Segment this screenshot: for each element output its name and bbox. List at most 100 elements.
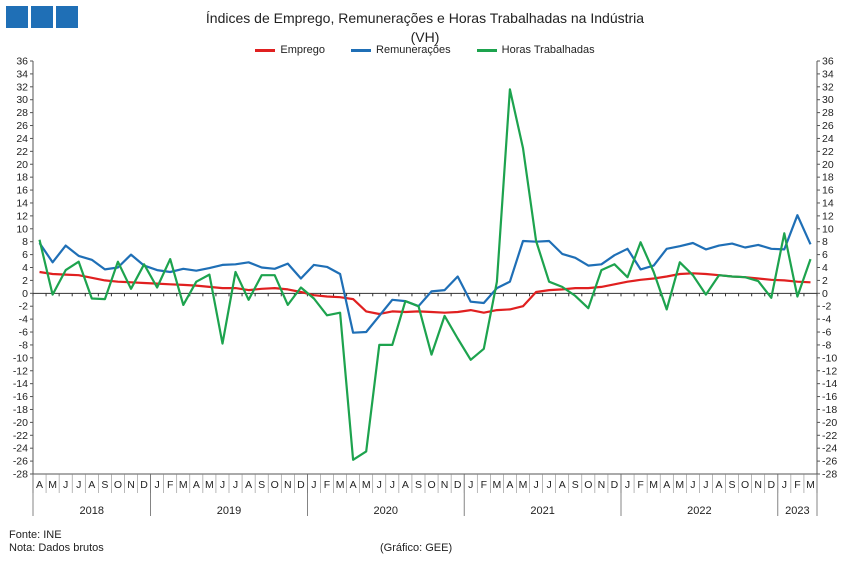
- y-tick-label-left: -20: [13, 417, 28, 429]
- month-tick-label: D: [140, 479, 148, 491]
- month-tick-label: M: [48, 479, 57, 491]
- legend-label: Horas Trabalhadas: [501, 44, 595, 56]
- month-tick-label: A: [663, 479, 670, 491]
- y-tick-label-left: -8: [19, 339, 28, 351]
- month-tick-label: N: [284, 479, 292, 491]
- logo: [6, 6, 78, 28]
- month-tick-label: M: [649, 479, 658, 491]
- month-tick-label: D: [297, 479, 305, 491]
- month-tick-label: S: [101, 479, 108, 491]
- y-tick-label-right: 28: [822, 107, 834, 119]
- y-tick-label-right: 22: [822, 146, 834, 158]
- month-tick-label: J: [155, 479, 160, 491]
- y-tick-label-left: 22: [16, 146, 28, 158]
- y-tick-label-right: 14: [822, 197, 834, 209]
- y-tick-label-right: 4: [822, 262, 828, 274]
- month-tick-label: J: [220, 479, 225, 491]
- y-tick-label-right: -22: [822, 430, 837, 442]
- logo-square-2: [31, 6, 53, 28]
- year-label: 2022: [687, 505, 711, 517]
- month-tick-label: D: [454, 479, 462, 491]
- legend-label: Remunerações: [376, 44, 451, 56]
- month-tick-label: O: [584, 479, 592, 491]
- month-tick-label: J: [377, 479, 382, 491]
- y-tick-label-left: 36: [16, 56, 28, 68]
- y-tick-label-left: -6: [19, 327, 28, 339]
- y-tick-label-right: -10: [822, 352, 837, 364]
- month-tick-label: N: [598, 479, 606, 491]
- month-tick-label: J: [63, 479, 68, 491]
- y-tick-label-right: 24: [822, 133, 834, 145]
- month-tick-label: M: [675, 479, 684, 491]
- y-tick-label-left: -18: [13, 404, 28, 416]
- month-tick-label: J: [76, 479, 81, 491]
- month-tick-label: F: [637, 479, 643, 491]
- y-tick-label-left: -22: [13, 430, 28, 442]
- month-tick-label: M: [362, 479, 371, 491]
- month-tick-label: J: [468, 479, 473, 491]
- year-label: 2020: [374, 505, 398, 517]
- month-tick-label: M: [806, 479, 815, 491]
- y-tick-label-left: 6: [22, 249, 28, 261]
- credit-note: (Gráfico: GEE): [380, 542, 453, 554]
- month-tick-label: D: [767, 479, 775, 491]
- legend-item: Remunerações: [351, 44, 451, 56]
- y-tick-label-left: -28: [13, 469, 28, 481]
- month-tick-label: O: [741, 479, 749, 491]
- y-tick-label-right: 16: [822, 185, 834, 197]
- month-tick-label: F: [324, 479, 330, 491]
- y-tick-label-left: -24: [13, 443, 28, 455]
- source-note: Fonte: INE: [9, 529, 62, 541]
- y-tick-label-left: 32: [16, 81, 28, 93]
- month-tick-label: J: [690, 479, 695, 491]
- y-tick-label-left: 28: [16, 107, 28, 119]
- y-tick-label-left: 4: [22, 262, 28, 274]
- y-tick-label-right: -20: [822, 417, 837, 429]
- month-tick-label: S: [729, 479, 736, 491]
- y-tick-label-left: 8: [22, 236, 28, 248]
- y-tick-label-right: -12: [822, 365, 837, 377]
- y-tick-label-left: -16: [13, 391, 28, 403]
- year-label: 2019: [217, 505, 241, 517]
- y-tick-label-right: 6: [822, 249, 828, 261]
- year-label: 2018: [80, 505, 104, 517]
- month-tick-label: F: [167, 479, 173, 491]
- legend-swatch: [351, 48, 372, 52]
- y-tick-label-left: 2: [22, 275, 28, 287]
- y-tick-label-right: -26: [822, 456, 837, 468]
- legend-label: Emprego: [280, 44, 326, 56]
- y-tick-label-right: 34: [822, 68, 834, 80]
- y-tick-label-right: 30: [822, 94, 834, 106]
- series-line-emprego: [39, 270, 811, 316]
- month-tick-label: D: [611, 479, 619, 491]
- month-tick-label: S: [258, 479, 265, 491]
- y-tick-label-right: -24: [822, 443, 837, 455]
- legend-item: Emprego: [255, 44, 325, 56]
- y-tick-label-right: -2: [822, 301, 831, 313]
- month-tick-label: A: [559, 479, 566, 491]
- month-tick-label: M: [336, 479, 345, 491]
- y-tick-label-left: 20: [16, 159, 28, 171]
- month-tick-label: A: [193, 479, 200, 491]
- month-tick-label: A: [245, 479, 252, 491]
- legend: Emprego Remunerações Horas Trabalhadas: [0, 44, 850, 56]
- y-tick-label-right: -16: [822, 391, 837, 403]
- month-tick-label: N: [441, 479, 449, 491]
- month-tick-label: J: [533, 479, 538, 491]
- y-tick-label-left: 10: [16, 223, 28, 235]
- month-tick-label: M: [179, 479, 188, 491]
- month-tick-label: A: [506, 479, 513, 491]
- month-tick-label: M: [205, 479, 214, 491]
- y-tick-label-left: 24: [16, 133, 28, 145]
- month-tick-label: F: [481, 479, 487, 491]
- series-line-remunera-es: [38, 214, 812, 334]
- month-tick-label: A: [88, 479, 95, 491]
- y-tick-label-right: 36: [822, 56, 834, 68]
- y-tick-label-left: -12: [13, 365, 28, 377]
- y-tick-label-left: -10: [13, 352, 28, 364]
- y-tick-label-right: 20: [822, 159, 834, 171]
- month-tick-label: J: [703, 479, 708, 491]
- legend-swatch: [255, 48, 276, 52]
- y-tick-label-left: 30: [16, 94, 28, 106]
